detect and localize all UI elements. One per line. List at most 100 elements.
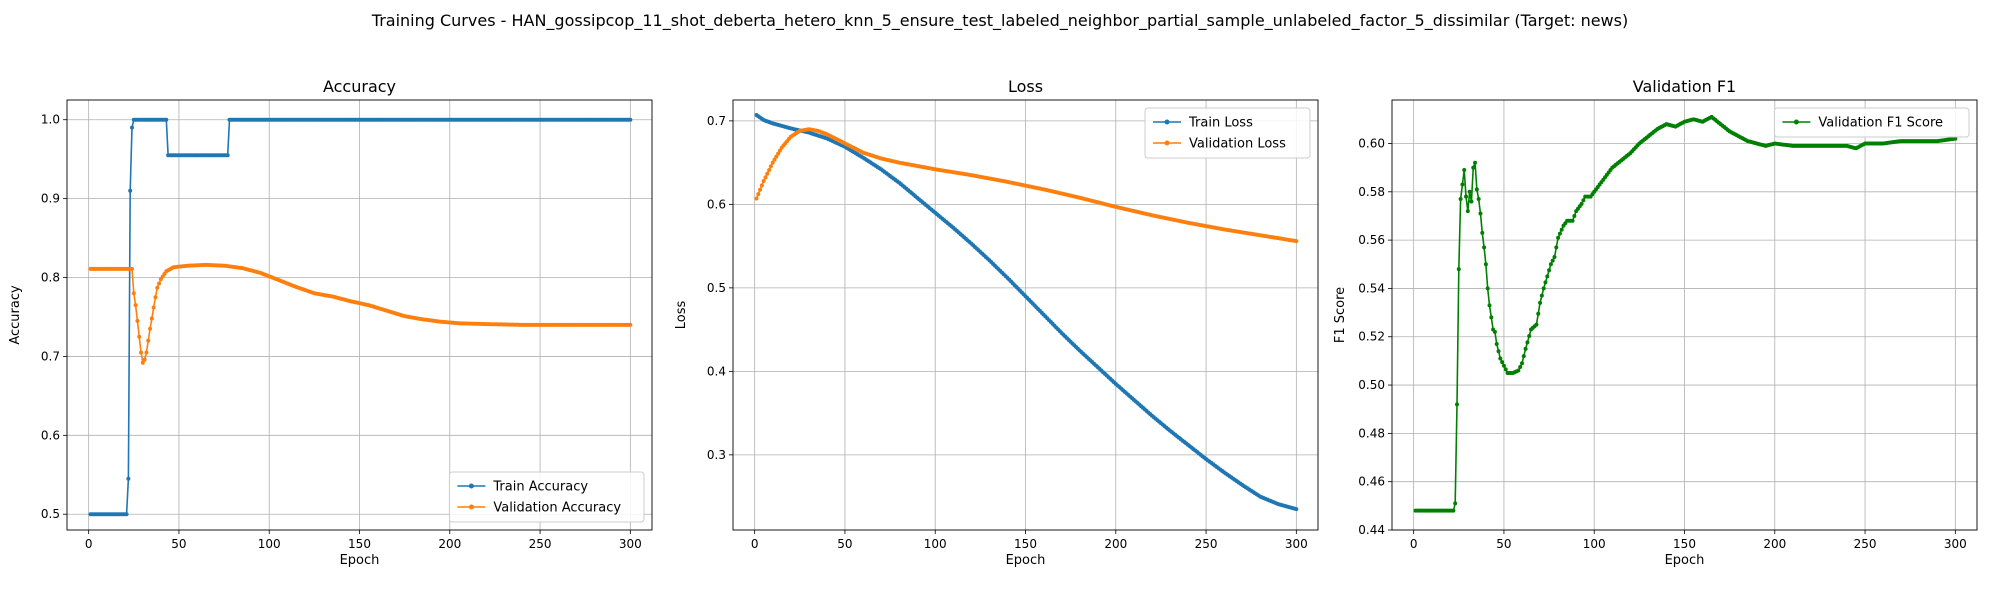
f1-y-tick-label: 0.50 [1358,378,1385,392]
f1-y-axis-label: F1 Score [1333,287,1348,343]
loss-y-tick-label: 0.6 [707,197,726,211]
loss-chart: 0 50 100 150 200 250 300 0.3 0.4 0.5 0.6 0.7 Loss Epo… [674,77,1319,568]
loss-x-tick-label: 200 [1104,537,1127,551]
loss-legend-marker [1164,140,1170,146]
accuracy-data-point [130,125,134,130]
accuracy-data-point [157,281,162,286]
f1-data-point [1570,218,1575,223]
loss-data-point [756,192,761,197]
accuracy-series-markers-1 [88,262,633,365]
f1-data-point [1469,199,1474,204]
f1-x-tick-label: 250 [1854,537,1877,551]
f1-y-tick-label: 0.46 [1358,475,1385,489]
f1-y-tick-label: 0.52 [1358,330,1385,344]
loss-x-tick-label: 300 [1285,537,1308,551]
loss-data-point [758,187,763,192]
accuracy-y-tick-label: 1.0 [41,113,60,127]
loss-data-point [767,167,772,172]
accuracy-x-tick-label: 100 [258,537,281,551]
accuracy-legend-label: Train Accuracy [492,480,588,495]
f1-data-point [1527,333,1532,338]
loss-legend-box [1144,107,1311,159]
f1-data-point [1545,274,1550,279]
f1-x-tick-label: 100 [1583,537,1606,551]
loss-y-tick-label: 0.3 [707,448,726,462]
loss-data-point [774,154,779,159]
f1-data-point [1474,187,1479,192]
accuracy-y-axis-label: Accuracy [8,285,23,345]
f1-data-point [1492,329,1497,334]
accuracy-data-point [164,117,169,122]
loss-y-tick-label: 0.5 [707,281,726,295]
accuracy-data-point [133,303,138,308]
f1-data-point [1552,255,1557,260]
f1-data-point [1579,201,1584,206]
f1-data-point [1538,300,1543,305]
loss-y-axis-label: Loss [674,301,689,330]
f1-data-point [1455,402,1459,407]
accuracy-data-point [126,476,131,481]
f1-data-point [1462,168,1467,173]
f1-data-point [1547,268,1552,273]
f1-data-point [1534,322,1539,327]
accuracy-legend-box [448,471,645,523]
f1-data-point [1523,346,1528,351]
accuracy-y-tick-label: 0.8 [41,271,60,285]
loss-data-point [763,175,768,180]
loss-legend-label: Validation Loss [1189,137,1286,152]
f1-data-point [1550,258,1555,263]
accuracy-data-point [139,350,144,355]
f1-data-point [1465,209,1470,214]
f1-data-point [1501,363,1506,368]
f1-data-point [1554,245,1559,250]
accuracy-x-tick-label: 250 [529,537,552,551]
f1-x-tick-label: 50 [1496,537,1511,551]
accuracy-x-tick-label: 50 [171,537,186,551]
f1-y-tick-label: 0.48 [1358,426,1385,440]
f1-data-point [1453,501,1458,506]
accuracy-data-point [628,117,633,122]
f1-data-point [1539,293,1544,298]
f1-data-point [1478,211,1483,216]
f1-data-point [1525,340,1530,345]
accuracy-data-point [225,153,230,158]
loss-data-point [761,178,766,183]
f1-data-point [1500,360,1505,365]
accuracy-x-axis-label: Epoch [340,553,380,568]
loss-series-markers-1 [754,127,1299,244]
f1-data-point [1489,315,1494,320]
loss-data-point [765,171,770,176]
accuracy-data-point [155,285,160,290]
accuracy-data-point [124,512,129,517]
loss-data-point [759,183,764,188]
f1-x-tick-label: 300 [1944,537,1967,551]
loss-data-point [1294,507,1299,512]
f1-data-point [1464,194,1469,199]
accuracy-legend: Train Accuracy Validation Accuracy [448,471,645,523]
loss-y-tick-label: 0.7 [707,114,726,128]
f1-data-point [1548,262,1553,267]
validation-f1-chart: 0 50 100 150 200 250 300 0.44 0.46 0.48 0.50 0.52 0.… [1333,77,1978,568]
f1-data-point [1485,286,1490,291]
f1-data-point [1471,165,1476,170]
accuracy-data-point [137,334,142,339]
f1-data-point [1541,286,1546,291]
accuracy-legend-label: Validation Accuracy [493,501,621,516]
accuracy-chart-title: Accuracy [323,77,396,96]
accuracy-data-point [628,322,633,327]
f1-data-point [1451,508,1456,513]
f1-data-point [1487,303,1492,308]
accuracy-series-markers-0 [88,117,633,517]
f1-data-point [1556,235,1561,240]
accuracy-legend-marker [468,504,474,510]
loss-axes-frame [732,99,1319,531]
loss-data-point [776,151,781,156]
accuracy-data-point [140,360,145,365]
f1-legend-box [1773,107,1970,138]
accuracy-data-point [142,357,147,362]
f1-chart-title: Validation F1 [1633,77,1736,96]
accuracy-data-point [149,316,154,321]
loss-data-point [772,157,777,162]
f1-data-point [1473,160,1478,165]
